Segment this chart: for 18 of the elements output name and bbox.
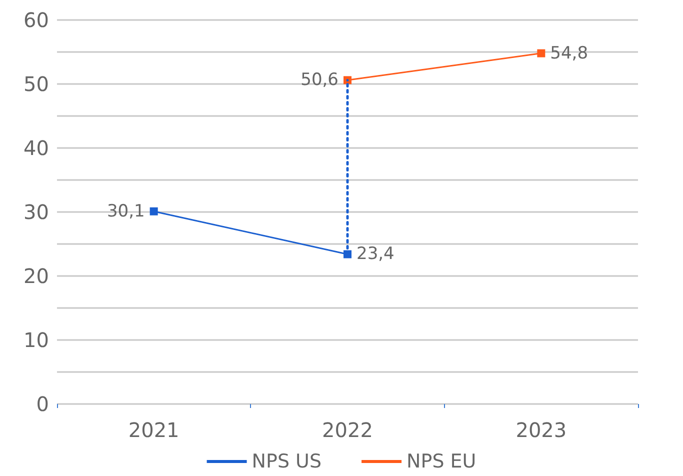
x-tick-label: 2023 — [516, 418, 567, 442]
point — [537, 49, 546, 58]
data-label: 54,8 — [550, 43, 588, 64]
y-tick-label: 40 — [24, 136, 49, 160]
y-tick-label: 60 — [24, 8, 49, 32]
legend-label: NPS US — [252, 450, 322, 472]
y-tick-label: 0 — [36, 392, 49, 416]
data-label: 50,6 — [300, 70, 338, 90]
data-label: 23,4 — [356, 244, 394, 264]
point — [150, 207, 158, 216]
x-tick-label: 2022 — [322, 418, 373, 442]
y-tick-label: 50 — [24, 72, 49, 96]
y-tick-label: 10 — [24, 328, 49, 352]
data-label: 30,1 — [106, 201, 145, 222]
y-tick-label: 20 — [24, 264, 49, 288]
legend-label: NPS EU — [406, 450, 476, 472]
y-tick-label: 30 — [24, 200, 49, 224]
x-tick-label: 2021 — [128, 418, 180, 442]
